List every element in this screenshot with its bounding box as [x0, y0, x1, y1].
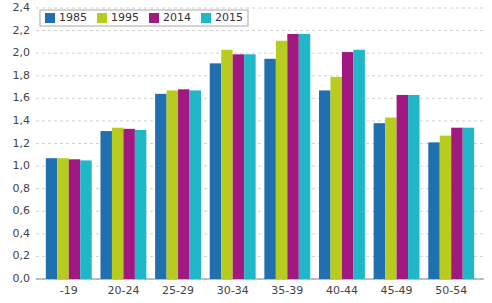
- bar: [408, 95, 419, 279]
- bar: [123, 129, 134, 279]
- bar: [135, 130, 146, 279]
- x-tick-label: 50-54: [435, 284, 467, 297]
- y-axis: 0,0 0,2 0,4 0,6 0,8 1,0 1,2 1,4 1,6 1,8 2,0 2,2 2,4: [13, 1, 31, 285]
- legend-label: 2014: [163, 11, 191, 24]
- bar: [210, 63, 221, 279]
- bar: [178, 89, 189, 279]
- legend-box: [40, 10, 248, 26]
- legend-swatch: [201, 13, 211, 23]
- y-tick-label: 2,0: [13, 46, 31, 59]
- x-tick-label: 35-39: [271, 284, 303, 297]
- legend-swatch: [45, 13, 55, 23]
- legend-label: 1985: [59, 11, 87, 24]
- x-tick-label: 30-34: [217, 284, 249, 297]
- bar: [100, 131, 111, 279]
- y-tick-label: 0,4: [13, 227, 31, 240]
- x-tick-label: 20-24: [107, 284, 139, 297]
- bar: [264, 59, 275, 279]
- bar: [299, 34, 310, 279]
- legend-swatch: [97, 13, 107, 23]
- bar: [440, 136, 451, 279]
- bar: [221, 50, 232, 279]
- grid-line: [36, 8, 484, 9]
- bar: [287, 34, 298, 279]
- bar: [190, 90, 201, 279]
- y-tick-label: 2,4: [13, 1, 31, 14]
- y-tick-label: 0,8: [13, 182, 31, 195]
- y-tick-label: 1,6: [13, 91, 31, 104]
- bar: [428, 142, 439, 279]
- bar: [385, 118, 396, 279]
- bar: [57, 158, 68, 279]
- bar: [155, 94, 166, 279]
- bars: [46, 34, 474, 279]
- legend-swatch: [149, 13, 159, 23]
- bar: [463, 128, 474, 279]
- grid-line: [36, 30, 484, 31]
- y-tick-label: 2,2: [13, 24, 31, 37]
- legend-label: 1995: [111, 11, 139, 24]
- y-tick-label: 1,8: [13, 69, 31, 82]
- y-tick-label: 0,0: [13, 272, 31, 285]
- y-tick-label: 1,0: [13, 159, 31, 172]
- bar: [276, 41, 287, 279]
- y-tick-label: 1,2: [13, 137, 31, 150]
- x-tick-label: -19: [60, 284, 78, 297]
- x-tick-label: 25-29: [162, 284, 194, 297]
- legend: 1985 1995 2014 2015: [40, 10, 248, 26]
- bar: [397, 95, 408, 279]
- bar: [374, 123, 385, 279]
- bar: [451, 128, 462, 279]
- bar: [112, 128, 123, 279]
- bar: [69, 159, 80, 279]
- x-axis: -19 20-24 25-29 30-34 35-39 40-44 45-49 50-54: [60, 284, 467, 297]
- bar: [167, 90, 178, 279]
- bar: [330, 77, 341, 279]
- bar: [353, 50, 364, 279]
- bar: [80, 160, 91, 279]
- bar: [342, 52, 353, 279]
- y-tick-label: 0,6: [13, 204, 31, 217]
- bar: [233, 54, 244, 279]
- bar: [46, 158, 57, 279]
- chart: 0,0 0,2 0,4 0,6 0,8 1,0 1,2 1,4 1,6 1,8 2,0 2,2 2,4 -…: [0, 0, 492, 303]
- y-tick-label: 0,2: [13, 249, 31, 262]
- x-tick-label: 40-44: [326, 284, 358, 297]
- bar: [244, 54, 255, 279]
- y-tick-label: 1,4: [13, 114, 31, 127]
- x-tick-label: 45-49: [381, 284, 413, 297]
- grid-line: [36, 75, 484, 76]
- grid-line: [36, 53, 484, 54]
- bar: [319, 90, 330, 279]
- grid: [36, 8, 484, 279]
- legend-label: 2015: [215, 11, 243, 24]
